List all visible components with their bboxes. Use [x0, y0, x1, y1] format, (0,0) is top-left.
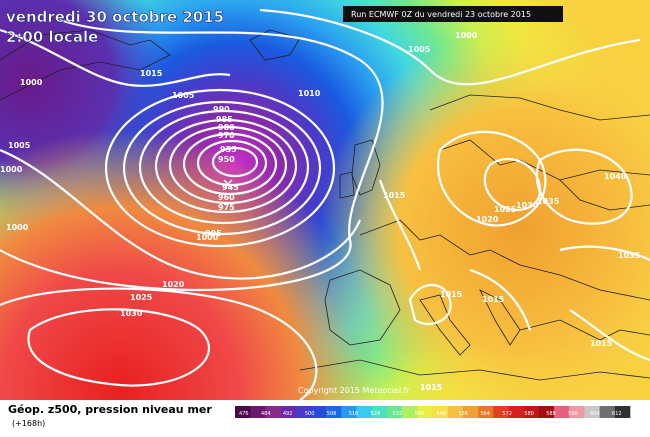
scale-swatch	[599, 406, 616, 418]
scale-tick-label: 508	[327, 411, 337, 417]
scale-tick-label: 548	[437, 411, 447, 417]
scale-swatch	[432, 406, 448, 418]
scale-swatch	[523, 406, 540, 418]
pressure-label: 1010	[298, 89, 321, 98]
isobars	[0, 8, 650, 401]
pressure-label: 1000	[196, 233, 219, 242]
pressure-label: 1000	[6, 223, 29, 232]
pressure-label: 995	[205, 229, 222, 238]
pressure-label: 1015	[440, 290, 463, 299]
pressure-label: 1015	[383, 191, 406, 200]
scale-swatch	[402, 406, 418, 418]
scale-swatch	[310, 406, 327, 418]
scale-swatch	[235, 406, 251, 418]
scale-swatch	[478, 406, 494, 418]
scale-swatch	[584, 406, 600, 418]
scale-tick-label: 612	[612, 411, 622, 417]
scale-tick-label: 540	[415, 411, 425, 417]
scale-tick-label: 484	[261, 411, 271, 417]
scale-swatch	[447, 406, 464, 418]
pressure-label: 1025	[494, 205, 517, 214]
scale-tick-label: 516	[349, 411, 359, 417]
pressure-label: 1015	[420, 383, 443, 392]
scale-swatch	[554, 406, 570, 418]
scale-swatch	[371, 406, 388, 418]
pressure-label: 1035	[618, 251, 641, 260]
pressure-label: 1015	[140, 69, 163, 78]
scale-tick-label: 476	[239, 411, 249, 417]
scale-tick-label: 532	[393, 411, 403, 417]
scale-swatch	[417, 406, 433, 418]
run-info-box	[343, 6, 563, 22]
pressure-label: 1000	[455, 31, 478, 40]
pressure-label: 1000	[0, 165, 23, 174]
forecast-date: vendredi 30 octobre 2015	[6, 8, 224, 26]
pressure-label: 990	[213, 105, 230, 114]
pressure-label: 1015	[482, 295, 505, 304]
pressure-label: 975	[218, 203, 235, 212]
pressure-label: 1000	[20, 78, 43, 87]
pressure-label: 1005	[408, 45, 431, 54]
run-info: Run ECMWF 0Z du vendredi 23 octobre 2015	[351, 10, 531, 19]
scale-swatch	[569, 406, 585, 418]
pressure-labels: 1000 1005 1015 1005 1010 1000 1000 1005 …	[0, 31, 641, 392]
scale-swatch	[493, 406, 509, 418]
scale-swatch	[386, 406, 403, 418]
scale-swatch	[341, 406, 357, 418]
scale-swatch	[295, 406, 312, 418]
footer-subtitle: (+168h)	[12, 419, 45, 428]
pressure-label: 985	[216, 115, 233, 124]
color-scale: 476 484 492 500 508 516 524 532 540 548 556 564 572 5…	[235, 406, 631, 418]
coastlines	[0, 29, 650, 381]
footer-title: Géop. z500, pression niveau mer	[8, 403, 212, 416]
forecast-time: 2:00 locale	[6, 28, 98, 46]
pressure-label: 960	[218, 193, 235, 202]
pressure-label: 1030	[120, 309, 143, 318]
pressure-label: 970	[218, 131, 235, 140]
pressure-label: 1040	[604, 172, 627, 181]
scale-swatch	[356, 406, 373, 418]
scale-swatch	[280, 406, 297, 418]
pressure-label: 1005	[8, 141, 31, 150]
pressure-label: 1005	[172, 91, 195, 100]
pressure-label: 1030	[516, 201, 539, 210]
scale-swatch	[326, 406, 342, 418]
scale-tick-label: 492	[283, 411, 293, 417]
pressure-label: 1035	[537, 197, 560, 206]
low-pressure-center	[223, 179, 233, 189]
pressure-label: 1020	[476, 215, 499, 224]
scale-tick-label: 564	[480, 411, 490, 417]
pressure-label: 1025	[130, 293, 153, 302]
scale-tick-label: 500	[305, 411, 315, 417]
scale-tick-label: 588	[546, 411, 556, 417]
scale-swatch	[508, 406, 524, 418]
scale-swatch	[538, 406, 555, 418]
scale-swatch	[462, 406, 479, 418]
scale-swatch	[614, 406, 631, 418]
copyright: Copyright 2015 Meteociel.fr	[298, 386, 410, 395]
scale-swatch	[265, 406, 281, 418]
scale-tick-label: 572	[502, 411, 512, 417]
pressure-label: 980	[218, 123, 235, 132]
scale-tick-label: 580	[524, 411, 534, 417]
pressure-label: 950	[218, 155, 235, 164]
pressure-label: 1020	[162, 280, 185, 289]
scale-tick-label: 604	[590, 411, 600, 417]
pressure-label: 1015	[590, 339, 613, 348]
scale-tick-label: 596	[568, 411, 578, 417]
scale-swatch	[250, 406, 266, 418]
scale-tick-label: 556	[458, 411, 468, 417]
pressure-label: 955	[220, 145, 237, 154]
scale-tick-label: 524	[371, 411, 381, 417]
